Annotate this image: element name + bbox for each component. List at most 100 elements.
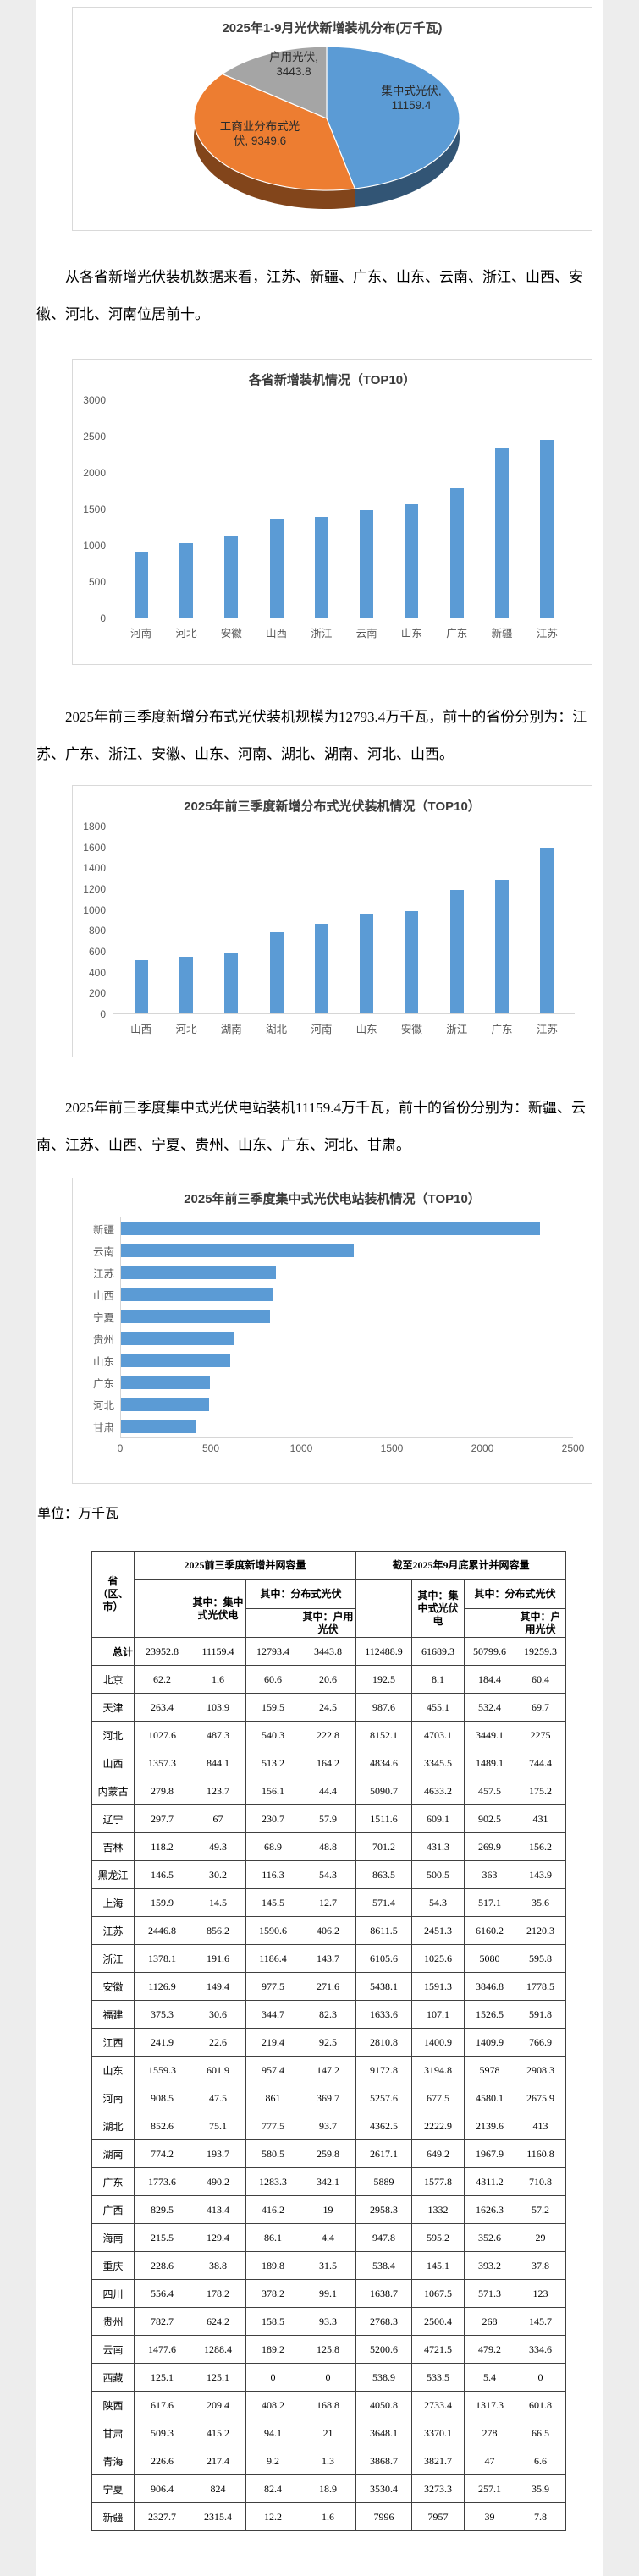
value-cell: 92.5 [299,2028,357,2057]
y-axis-tick-label: 1000 [83,540,106,552]
y-axis-category-label: 甘肃 [92,1421,114,1434]
table-row: 宁夏 906.4 824 82.4 18.9 3530.4 3273.3 257.1 35.9 [91,2474,567,2503]
value-cell: 6160.2 [464,1916,516,1945]
value-cell: 2908.3 [515,2056,567,2084]
value-cell: 31.5 [299,2251,357,2280]
value-cell: 68.9 [245,1832,300,1861]
value-cell: 209.4 [190,2391,246,2419]
value-cell: 47 [464,2447,516,2475]
value-cell: 3846.8 [464,1972,516,2001]
value-cell: 1186.4 [245,1944,300,1973]
value-cell: 12.7 [299,1888,357,1917]
value-cell: 116.3 [245,1860,300,1889]
value-cell: 540.3 [245,1721,300,1749]
paragraph-centralized-top10: 2025年前三季度集中式光伏电站装机11159.4万千瓦，前十的省份分别为：新疆… [36,1100,586,1153]
province-cell: 甘肃 [91,2419,135,2447]
paragraph-new-install-top10: 从各省新增光伏装机数据来看，江苏、新疆、广东、山东、云南、浙江、山西、安徽、河北… [36,269,583,322]
table-row: 吉林 118.2 49.3 68.9 48.8 701.2 431.3 269.9 156.2 [91,1832,567,1861]
bar-row [121,1349,573,1371]
bar [540,847,554,1013]
header-new-distributed-sub [245,1608,300,1638]
value-cell: 1357.3 [134,1749,190,1777]
value-cell: 145.5 [245,1888,300,1917]
y-axis-tick-label: 2000 [83,467,106,479]
value-cell: 393.2 [464,2251,516,2280]
value-cell: 0 [299,2363,357,2392]
pie-slice [193,73,356,191]
value-cell: 5080 [464,1944,516,1973]
bar [224,953,239,1013]
value-cell: 352.6 [464,2223,516,2252]
bar [121,1332,234,1345]
value-cell: 1489.1 [464,1749,516,1777]
value-cell: 57.9 [299,1804,357,1833]
x-axis-category-label: 河南 [130,628,152,640]
value-cell: 1559.3 [134,2056,190,2084]
value-cell: 342.1 [299,2167,357,2196]
document-page: 2025年1-9月光伏新增装机分布(万千瓦) 户用光伏, 3443.8 集中式光… [36,0,603,2576]
bar-chart-new-install: 各省新增装机情况（TOP10） 0 500 1000 1500 2000 2500 3000… [72,359,592,665]
value-cell: 617.6 [134,2391,190,2419]
value-cell: 5438.1 [355,1972,413,2001]
y-axis-tick-label: 1000 [83,904,106,916]
value-cell: 30.2 [190,1860,246,1889]
value-cell: 1577.8 [411,2167,465,2196]
pie-label-centralized: 集中式光伏, 11159.4 [381,85,442,112]
value-cell: 94.1 [245,2419,300,2447]
value-cell: 852.6 [134,2112,190,2140]
pie-chart-title: 2025年1-9月光伏新增装机分布(万千瓦) [222,21,443,36]
value-cell: 175.2 [515,1777,567,1805]
value-cell: 219.4 [245,2028,300,2057]
bar [121,1398,210,1411]
value-cell: 3530.4 [355,2474,413,2503]
bars-area [113,827,575,1014]
value-cell: 29 [515,2223,567,2252]
province-cell: 青海 [91,2447,135,2475]
value-cell: 3821.7 [411,2447,465,2475]
bar-column [479,448,524,618]
value-cell: 580.5 [245,2139,300,2168]
value-cell: 3648.1 [355,2419,413,2447]
y-axis-category-label: 云南 [92,1245,114,1258]
table-row: 青海 226.6 217.4 9.2 1.3 3868.7 3821.7 47 6.6 [91,2447,567,2475]
province-cell: 新疆 [91,2502,135,2531]
value-cell: 1317.3 [464,2391,516,2419]
bar-chart-new-install-title: 各省新增装机情况（TOP10） [248,373,416,387]
x-axis-category-label: 山西 [130,1024,152,1035]
value-cell: 61689.3 [411,1637,465,1666]
value-cell: 257.1 [464,2474,516,2503]
value-cell: 829.5 [134,2195,190,2224]
table-row: 四川 556.4 178.2 378.2 99.1 1638.7 1067.5 571.3 12… [91,2279,567,2308]
value-cell: 1126.9 [134,1972,190,2001]
value-cell: 571.4 [355,1888,413,1917]
value-cell: 21 [299,2419,357,2447]
header-cum-total [355,1579,413,1638]
value-cell: 677.5 [411,2084,465,2112]
x-axis-category-label: 广东 [491,1024,513,1035]
value-cell: 624.2 [190,2307,246,2336]
y-axis-category-label: 江苏 [92,1267,114,1280]
table-row: 广西 829.5 413.4 416.2 19 2958.3 1332 1626.3 57.2 [91,2195,567,2224]
bar-row [121,1327,573,1349]
value-cell: 533.5 [411,2363,465,2392]
bar-row [121,1283,573,1305]
value-cell: 5978 [464,2056,516,2084]
table-row: 海南 215.5 129.4 86.1 4.4 947.8 595.2 352.6 29 [91,2223,567,2252]
value-cell: 3194.8 [411,2056,465,2084]
y-axis-category-label: 新疆 [92,1223,114,1236]
table-row: 浙江 1378.1 191.6 1186.4 143.7 6105.6 1025.6 5080… [91,1944,567,1973]
value-cell: 344.7 [245,2000,300,2029]
value-cell: 24.5 [299,1693,357,1722]
value-cell: 701.2 [355,1832,413,1861]
bar [360,509,374,618]
y-axis-category-label: 山东 [92,1355,114,1368]
value-cell: 2451.3 [411,1916,465,1945]
value-cell: 5257.6 [355,2084,413,2112]
table-row: 山西 1357.3 844.1 513.2 164.2 4834.6 3345.5 1489.… [91,1749,567,1777]
header-cum-distributed: 其中：分布式光伏 [464,1579,567,1609]
table-row: 上海 159.9 14.5 145.5 12.7 571.4 54.3 517.1 35.6 [91,1888,567,1917]
province-cell: 湖南 [91,2139,135,2168]
header-cum-household: 其中：户用光伏 [515,1608,567,1638]
value-cell: 455.1 [411,1693,465,1722]
bar-row [121,1305,573,1327]
